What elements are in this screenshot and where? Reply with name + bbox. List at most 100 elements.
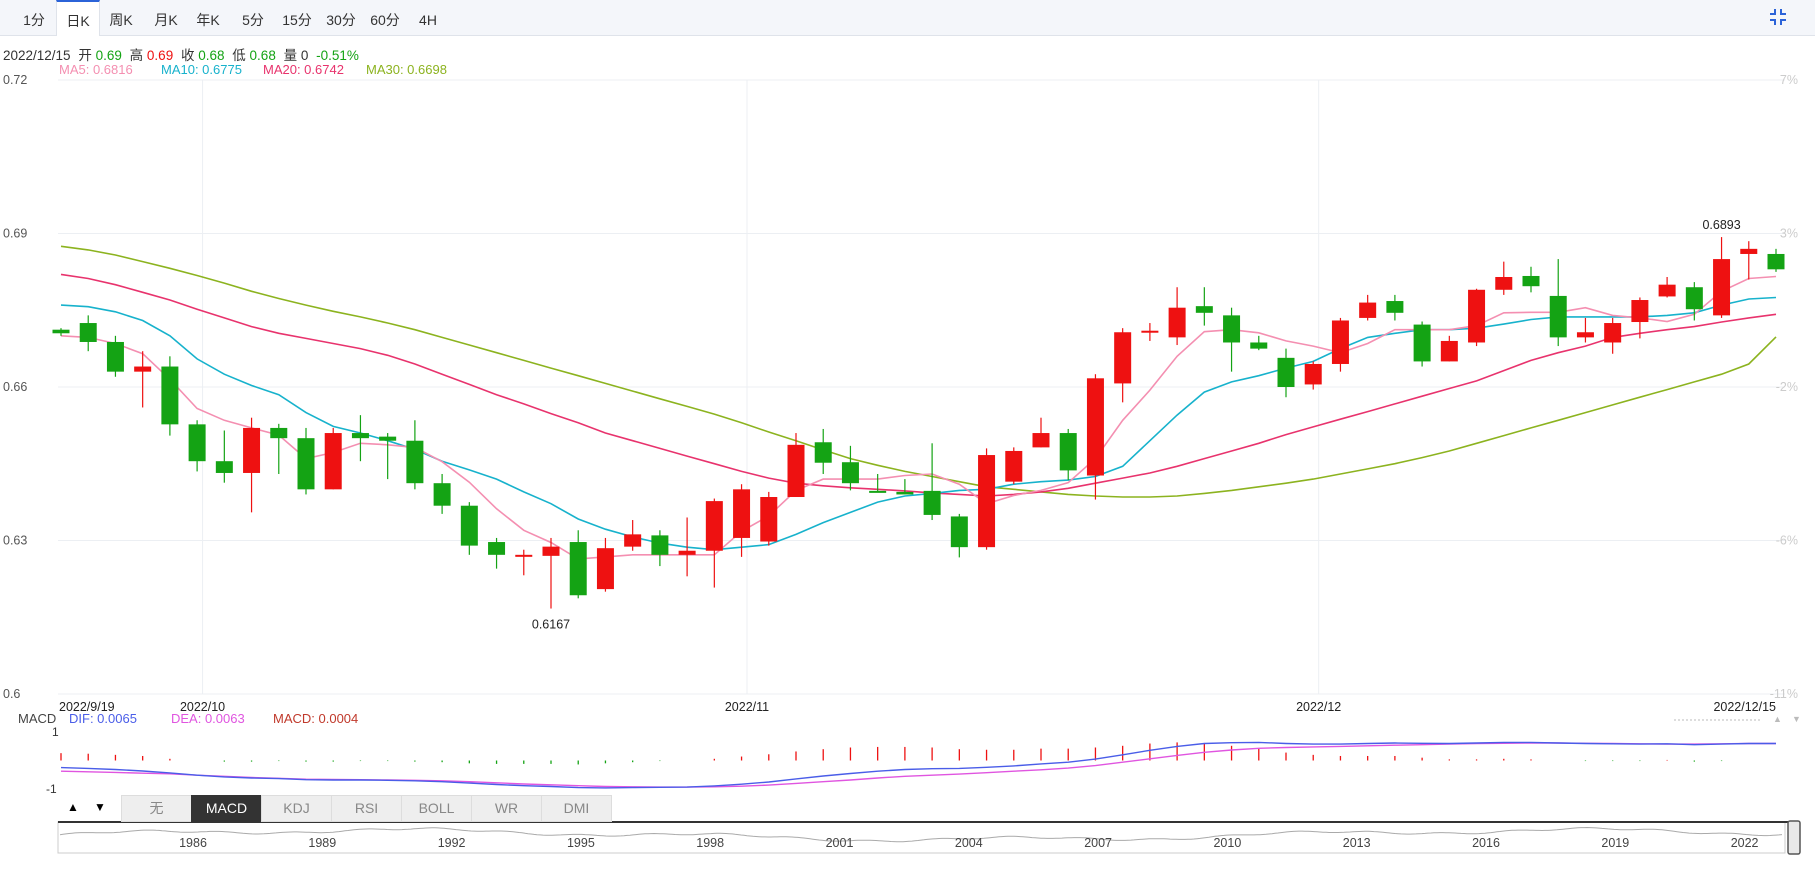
open-label: 开 — [78, 48, 92, 63]
info-date: 2022/12/15 — [3, 48, 71, 63]
candle-body — [215, 461, 233, 473]
candle-body — [760, 497, 778, 542]
candle-body — [297, 438, 315, 490]
navigator-range-handle — [1787, 820, 1801, 855]
candle-body — [1114, 332, 1132, 384]
candle-body — [1005, 450, 1023, 482]
tab-4h[interactable]: 4H — [419, 12, 437, 28]
ma30-legend: MA30: 0.6698 — [366, 62, 447, 77]
ma10-line — [60, 296, 1777, 551]
ma5-legend: MA5: 0.6816 — [59, 62, 133, 77]
y-tick-label: 0.63 — [3, 534, 27, 548]
period-tab-bar: 1分 日K 周K 月K 年K 5分 15分 30分 60分 4H — [0, 0, 1815, 36]
y-tick-label: 0.6 — [3, 687, 20, 701]
dif-line — [60, 741, 1776, 789]
low-value: 0.68 — [249, 48, 276, 63]
ma10-legend: MA10: 0.6775 — [161, 62, 242, 77]
candle-body — [1713, 259, 1731, 316]
candle-body — [1522, 275, 1540, 287]
navigator-year-label: 2010 — [1213, 836, 1241, 850]
percent-tick-label: -6% — [1776, 534, 1798, 548]
macd-legend-title: MACD — [18, 711, 57, 726]
indicator-macd-button[interactable]: MACD — [191, 795, 262, 822]
tab-monthly-k[interactable]: 月K — [154, 12, 178, 28]
indicator-wr-button[interactable]: WR — [471, 795, 542, 822]
candle-body — [351, 433, 369, 439]
high-label: 高 — [129, 48, 144, 63]
dif-legend: DIF: 0.0065 — [69, 711, 137, 726]
change-percent: -0.51% — [316, 48, 359, 63]
candle-body — [869, 490, 887, 493]
candle-body — [324, 433, 342, 490]
volume-value: 0 — [300, 48, 309, 63]
candle-body — [1032, 433, 1050, 448]
tab-30min[interactable]: 30分 — [326, 12, 356, 28]
candle-body — [1658, 284, 1676, 297]
candle-body — [1604, 323, 1622, 343]
candle-body — [596, 548, 614, 590]
x-axis-label: 2022/12 — [1296, 700, 1341, 714]
candle-body — [841, 462, 859, 484]
indicator-dmi-button[interactable]: DMI — [541, 795, 612, 822]
ma20-legend: MA20: 0.6742 — [263, 62, 344, 77]
candle-body — [950, 516, 968, 548]
arrow-up-button[interactable]: ▲ — [67, 800, 79, 814]
candle-body — [379, 436, 397, 441]
navigator-year-label: 2013 — [1343, 836, 1371, 850]
candle-body — [896, 491, 914, 495]
price-annotation: 0.6893 — [1702, 218, 1740, 232]
macd-y-tick-label: -1 — [46, 782, 57, 796]
tab-60min[interactable]: 60分 — [370, 12, 400, 28]
candle-body — [569, 542, 587, 596]
x-axis-label: 2022/11 — [725, 700, 769, 714]
tab-weekly-k[interactable]: 周K — [109, 12, 133, 28]
candle-body — [1468, 289, 1486, 343]
indicator-boll-button[interactable]: BOLL — [401, 795, 472, 822]
tab-5min[interactable]: 5分 — [242, 12, 264, 28]
candle-body — [923, 490, 941, 515]
candle-body — [134, 366, 152, 372]
navigator-year-label: 2016 — [1472, 836, 1500, 850]
collapse-fullscreen-icon[interactable] — [1769, 8, 1787, 26]
tab-1min[interactable]: 1分 — [23, 12, 45, 28]
candle-body — [1277, 357, 1295, 387]
navigator-year-label: 1998 — [696, 836, 724, 850]
tab-daily-k[interactable]: 日K — [56, 0, 100, 36]
navigator-year-label: 2022 — [1731, 836, 1759, 850]
price-annotation: 0.6167 — [532, 618, 570, 632]
navigator-year-label: 2001 — [826, 836, 854, 850]
candle-body — [1059, 433, 1077, 471]
tab-yearly-k[interactable]: 年K — [196, 12, 220, 28]
candle-body — [1331, 320, 1349, 364]
navigator-year-label: 2004 — [955, 836, 983, 850]
candle-body — [624, 534, 642, 547]
candle-body — [1086, 378, 1104, 476]
ma30-line — [60, 245, 1777, 498]
candle-body — [1576, 332, 1594, 338]
candle-body — [106, 341, 124, 372]
macd-value-legend: MACD: 0.0004 — [273, 711, 359, 726]
candle-body — [243, 427, 261, 473]
candle-body — [814, 442, 832, 463]
candle-body — [787, 444, 805, 498]
open-value: 0.69 — [95, 48, 122, 63]
candle-body — [161, 366, 179, 425]
navigator-year-label: 2019 — [1601, 836, 1629, 850]
ma20-line — [60, 273, 1777, 497]
candle-body — [515, 554, 533, 557]
candle-body — [1685, 287, 1703, 310]
indicator-none-button[interactable]: 无 — [121, 795, 192, 822]
indicator-kdj-button[interactable]: KDJ — [261, 795, 332, 822]
candle-body — [1386, 301, 1404, 313]
tab-15min[interactable]: 15分 — [282, 12, 312, 28]
navigator-history-line — [59, 826, 1783, 843]
arrow-down-button[interactable]: ▼ — [94, 800, 106, 814]
navigator-year-label: 1986 — [179, 836, 207, 850]
ma5-line — [60, 275, 1777, 560]
y-tick-label: 0.66 — [3, 380, 27, 394]
indicator-rsi-button[interactable]: RSI — [331, 795, 402, 822]
candle-body — [1359, 302, 1377, 318]
candle-body — [1495, 276, 1513, 290]
candle-body — [678, 550, 696, 555]
